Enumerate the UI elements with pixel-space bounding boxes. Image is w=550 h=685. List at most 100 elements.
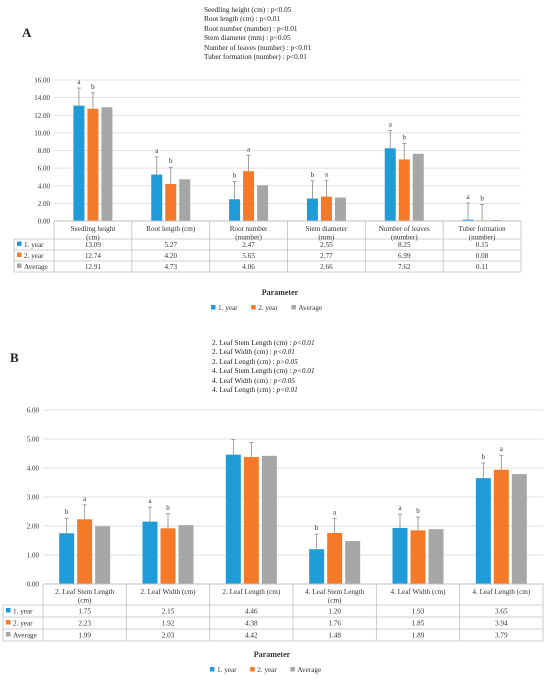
a-bar-2-2: [257, 185, 269, 221]
a-table-cell-1-1: 4.20: [164, 252, 177, 260]
b-category-label-1: 2. Leaf Width (cm): [140, 588, 196, 596]
a-ytick-label-2: 4.00: [38, 182, 51, 190]
a-letter-0-5: a: [467, 193, 471, 201]
b-category-label-5: 4. Leaf Length (cm): [472, 588, 530, 596]
a-bar-0-2: [229, 199, 241, 221]
a-letter-0-4: a: [389, 121, 393, 129]
b-legend-key-0: [210, 667, 215, 672]
b-letter-0-1: a: [148, 497, 152, 505]
a-ytick-label-6: 12.00: [34, 112, 50, 120]
a-table-cell-1-0: 12.74: [85, 252, 102, 260]
b-bar-0-5: [475, 478, 491, 584]
significance-notes-a: Seedling height (cm) : p<0.05 Root lengt…: [204, 5, 311, 61]
a-letter-1-0: b: [91, 83, 95, 91]
b-table-cell-2-3: 1.48: [328, 632, 341, 640]
b-table-cell-0-3: 1.20: [328, 608, 341, 616]
a-legend-key-2: [291, 305, 296, 310]
a-table-legend-key-0: [17, 241, 22, 246]
a-letter-1-1: b: [169, 157, 173, 165]
a-bar-1-2: [243, 171, 255, 221]
note-b-4: 4. Leaf Width (cm) : p<0.05: [212, 375, 295, 385]
note-a-5: Tuber formation (number) : p<0.01: [204, 52, 307, 62]
a-bar-2-3: [334, 197, 346, 221]
b-bar-2-5: [511, 474, 527, 584]
panel-label-b: B: [10, 350, 19, 365]
a-table-cell-1-4: 6.99: [398, 252, 411, 260]
a-table-cell-0-1: 5.27: [164, 241, 177, 249]
b-table-cell-1-5: 3.94: [495, 620, 508, 628]
b-bar-1-0: [77, 519, 93, 584]
a-bar-0-3: [306, 198, 318, 221]
note-a-1: Root length (cm) : p<0.01: [204, 14, 281, 24]
a-ytick-label-8: 16.00: [34, 77, 50, 85]
a-letter-1-4: b: [403, 134, 407, 142]
a-table-cell-0-3: 2.55: [320, 241, 333, 249]
a-category-label-2: Root number (number): [230, 225, 268, 242]
b-bar-1-5: [493, 469, 509, 584]
note-b-1: 2. Leaf Width (cm) : p<0.01: [212, 347, 295, 357]
a-letter-0-3: b: [311, 171, 315, 179]
b-table-cell-1-2: 4.38: [245, 620, 258, 628]
a-ytick-label-1: 2.00: [38, 200, 51, 208]
b-table-cell-1-0: 2.23: [78, 620, 91, 628]
b-letter-1-0: a: [83, 495, 87, 503]
a-category-label-1: Root length (cm): [146, 225, 196, 233]
b-legend-label-1: 2. year: [257, 666, 277, 674]
b-table-cell-1-4: 1.85: [412, 620, 425, 628]
a-ytick-label-3: 6.00: [38, 165, 51, 173]
a-table-cell-1-3: 2.77: [320, 252, 333, 260]
b-bar-2-2: [261, 455, 277, 584]
b-table-cell-2-0: 1.99: [78, 632, 91, 640]
b-ytick-label-1: 1.00: [27, 552, 40, 560]
a-bar-1-3: [320, 196, 332, 221]
b-bar-0-1: [142, 521, 158, 584]
a-letter-0-0: a: [77, 78, 81, 86]
a-bar-2-0: [101, 107, 113, 221]
b-legend-label-0: 1. year: [217, 666, 237, 674]
b-table-cell-0-0: 1.75: [78, 608, 91, 616]
b-ytick-label-0: 0.00: [27, 581, 40, 589]
a-table-series-label-1: 2. year: [24, 252, 44, 260]
b-letter-1-3: a: [333, 508, 337, 516]
a-category-label-5: Tuber formation (number): [459, 225, 506, 242]
b-letter-0-4: a: [398, 504, 402, 512]
b-legend-key-2: [290, 667, 295, 672]
b-table-legend-key-2: [6, 632, 11, 637]
note-a-3: Stem diameter (mm) : p<0.05: [204, 33, 291, 43]
a-ytick-label-0: 0.00: [38, 218, 51, 226]
a-bar-2-4: [412, 153, 424, 221]
a-bar-0-1: [151, 174, 163, 221]
b-table-cell-1-1: 1.92: [162, 620, 175, 628]
a-x-axis-title: Parameter: [262, 288, 299, 297]
b-legend-label-2: Average: [297, 666, 321, 674]
a-bar-1-0: [87, 108, 99, 221]
b-table-cell-1-3: 1.76: [328, 620, 341, 628]
a-table-legend-key-2: [17, 263, 22, 268]
b-letter-1-5: a: [500, 445, 504, 453]
b-table-cell-2-4: 1.89: [412, 632, 425, 640]
b-table-cell-2-1: 2.03: [162, 632, 175, 640]
note-a-0: Seedling height (cm) : p<0.05: [204, 5, 292, 14]
a-bar-1-1: [165, 183, 177, 221]
b-table-cell-2-2: 4.42: [245, 632, 258, 640]
chart-b: 0.00 1.00 2.00 3.00 4.00 5.00 6.00 b a b a b a b a b a 2.…: [2, 407, 544, 674]
a-bar-0-4: [384, 148, 396, 221]
b-table-series-label-1: 2. year: [13, 620, 33, 628]
a-table-series-label-2: Average: [24, 263, 48, 271]
a-ytick-label-4: 8.00: [38, 147, 51, 155]
a-table-cell-2-5: 0.11: [476, 263, 489, 271]
b-bar-2-3: [345, 541, 361, 584]
a-table-cell-2-2: 4.06: [242, 263, 255, 271]
b-ytick-label-2: 2.00: [27, 523, 40, 531]
a-legend-key-1: [251, 305, 256, 310]
chart-a: 0.00 2.00 4.00 6.00 8.00 10.00 12.00 14.00 16.00…: [13, 77, 522, 312]
b-category-label-0: 2. Leaf Stem Length (cm): [55, 588, 114, 605]
a-letter-1-2: a: [247, 145, 251, 153]
b-bar-1-4: [410, 530, 426, 584]
b-bar-0-2: [225, 454, 241, 584]
a-table-cell-0-0: 13.09: [85, 241, 102, 249]
a-table-cell-0-5: 0.15: [476, 241, 489, 249]
b-bar-2-0: [95, 526, 111, 584]
note-b-0: 2. Leaf Stem Length (cm) : p<0.01: [212, 338, 315, 347]
b-table-series-label-2: Average: [13, 632, 37, 640]
